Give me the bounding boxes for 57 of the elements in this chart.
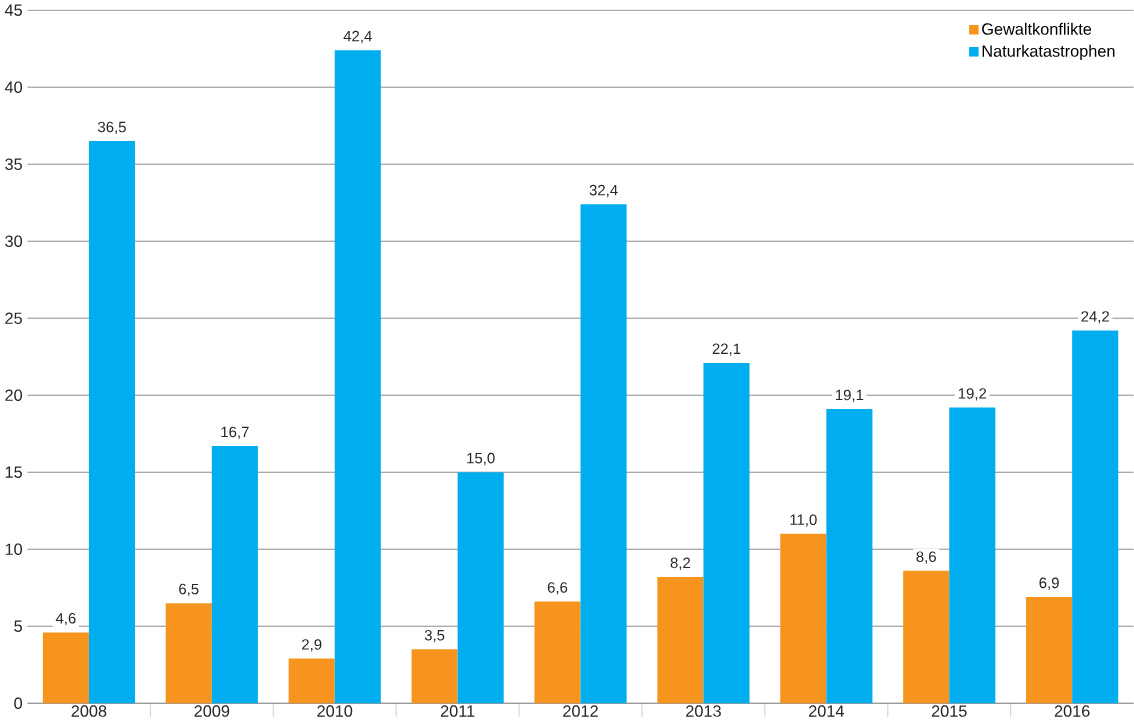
data-label: 32,4 xyxy=(589,184,618,197)
bar xyxy=(211,445,258,704)
data-label: 2,9 xyxy=(302,638,322,652)
data-label: 19,1 xyxy=(835,389,864,402)
data-label: 3,5 xyxy=(424,629,445,643)
x-tick-label: 2008 xyxy=(71,705,107,717)
data-label: 4,6 xyxy=(55,612,76,626)
data-label: 8,6 xyxy=(916,551,936,564)
data-label: 6,9 xyxy=(1039,577,1059,590)
data-label: 6,5 xyxy=(179,583,199,596)
bar xyxy=(903,570,950,704)
bar xyxy=(580,204,627,704)
y-tick-label: 40 xyxy=(4,81,23,93)
x-tick-label: 2015 xyxy=(931,705,967,717)
bar xyxy=(1026,596,1073,704)
bar xyxy=(826,408,873,704)
bar xyxy=(334,50,381,704)
bar xyxy=(88,140,136,704)
y-tick-label: 25 xyxy=(5,312,22,324)
bar xyxy=(703,362,750,704)
bar xyxy=(411,649,458,704)
bar xyxy=(42,632,89,704)
y-tick-label: 35 xyxy=(5,158,22,170)
x-tick-label: 2014 xyxy=(809,705,844,717)
bar xyxy=(165,602,212,704)
data-label: 42,4 xyxy=(343,30,372,43)
x-tick-label: 2011 xyxy=(440,705,475,717)
bar xyxy=(1072,330,1119,704)
y-tick-label: 20 xyxy=(5,389,23,401)
bar xyxy=(288,658,335,704)
y-tick-label: 15 xyxy=(5,466,22,478)
x-tick-label: 2013 xyxy=(686,705,721,717)
y-tick-label: 5 xyxy=(14,620,22,632)
data-label: 22,1 xyxy=(712,343,741,356)
data-label: 8,2 xyxy=(670,557,691,570)
y-tick-label: 0 xyxy=(14,697,23,709)
data-label: 36,5 xyxy=(98,121,126,134)
data-label: 16,7 xyxy=(221,426,249,439)
x-tick-label: 2009 xyxy=(194,705,230,717)
data-label: 6,6 xyxy=(547,582,568,595)
bar xyxy=(780,533,827,704)
y-tick-label: 30 xyxy=(5,235,23,247)
bar xyxy=(534,601,581,704)
legend-label: Naturkatastrophen xyxy=(982,44,1115,60)
data-label: 15,0 xyxy=(467,452,495,465)
legend-label: Gewaltkonflikte xyxy=(982,22,1092,35)
y-tick-label: 10 xyxy=(5,543,23,555)
bar xyxy=(949,407,996,704)
x-tick-label: 2012 xyxy=(563,705,598,717)
data-label: 19,2 xyxy=(958,387,987,401)
x-tick-label: 2016 xyxy=(1054,705,1090,717)
data-label: 11,0 xyxy=(790,514,817,527)
x-tick-label: 2010 xyxy=(317,705,353,717)
bar xyxy=(657,576,704,704)
y-tick-label: 45 xyxy=(4,4,22,16)
bar xyxy=(457,472,504,704)
data-label: 24,2 xyxy=(1081,310,1109,324)
